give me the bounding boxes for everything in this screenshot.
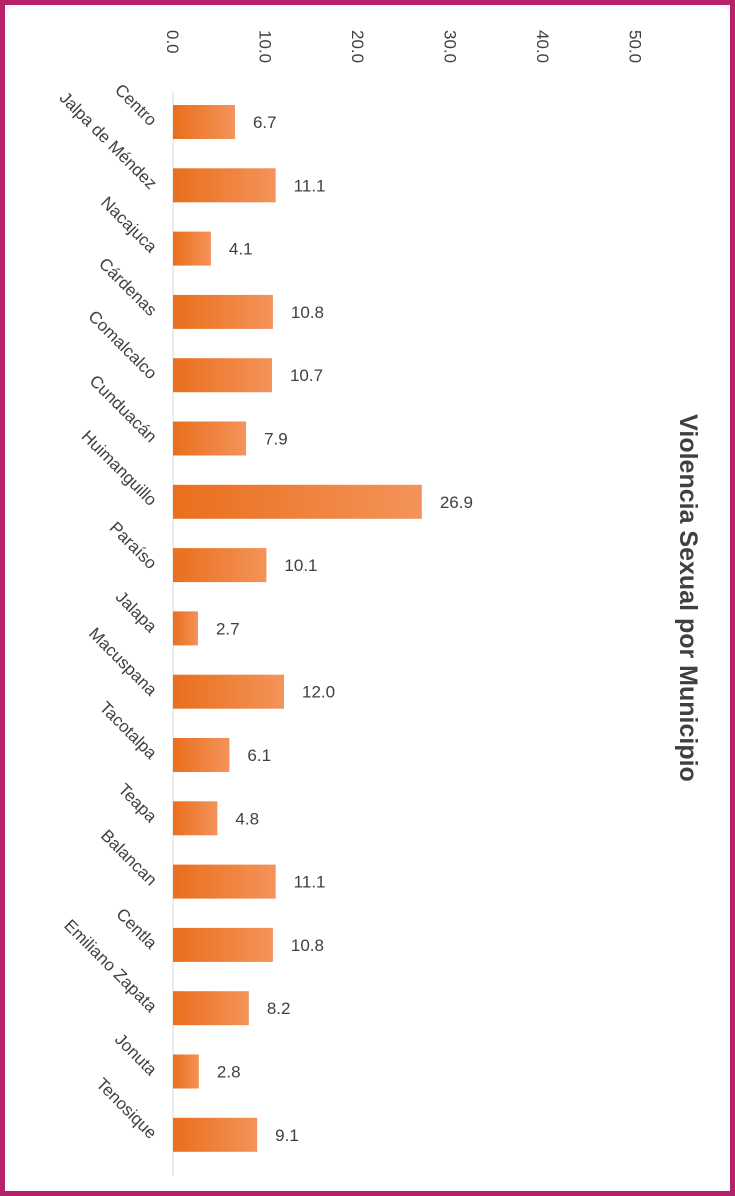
bar [173, 864, 276, 899]
data-label: 10.8 [291, 936, 324, 955]
data-label: 12.0 [302, 683, 335, 702]
bar [173, 168, 276, 203]
category-label: Comalcalco [84, 307, 160, 383]
data-label: 10.7 [290, 366, 323, 385]
data-label: 26.9 [440, 493, 473, 512]
data-label: 4.1 [229, 240, 253, 259]
category-label: Centla [112, 905, 161, 954]
bar [173, 231, 211, 266]
category-label: Centro [111, 80, 161, 130]
bar [173, 548, 267, 583]
bar [173, 1117, 258, 1152]
data-label: 7.9 [264, 430, 288, 449]
chart-title: Violencia Sexual por Municipio [674, 414, 702, 782]
data-label: 6.7 [253, 113, 277, 132]
data-label: 9.1 [275, 1126, 299, 1145]
data-label: 11.1 [294, 176, 326, 195]
tick-label: 50.0 [626, 30, 645, 63]
tick-label: 20.0 [348, 30, 367, 63]
category-label: Teapa [114, 780, 161, 827]
category-label: Paraíso [106, 518, 161, 573]
data-label: 10.8 [291, 303, 324, 322]
category-label: Tenosique [92, 1074, 160, 1142]
data-label: 2.8 [217, 1063, 241, 1082]
data-label: 8.2 [267, 999, 291, 1018]
bars: 6.7 11.1 4.1 10.8 10.7 7.9 26.9 10.1 2.7 12.0 6.1 4… [173, 105, 473, 1152]
bar [173, 294, 273, 329]
category-label: Tacotalpa [96, 698, 161, 763]
bar [173, 738, 230, 772]
chart-title-group: Violencia Sexual por Municipio [674, 414, 702, 782]
bar [173, 484, 422, 519]
bar [173, 611, 198, 646]
tick-label: 30.0 [441, 30, 460, 63]
bar [173, 1054, 199, 1089]
data-label: 6.1 [247, 746, 271, 765]
data-label: 2.7 [216, 619, 240, 638]
data-label: 4.8 [235, 809, 259, 828]
tick-label: 10.0 [256, 30, 275, 63]
bar [173, 421, 247, 456]
bar [173, 801, 218, 836]
bar [173, 927, 273, 962]
category-label: Cárdenas [95, 254, 161, 320]
data-label: 10.1 [284, 556, 317, 575]
bar [173, 105, 235, 139]
category-label: Jonuta [111, 1030, 161, 1080]
tick-label: 40.0 [533, 30, 552, 63]
bar [173, 674, 284, 709]
category-label: Balancan [97, 826, 161, 890]
tick-label: 0.0 [163, 30, 182, 54]
bar [173, 358, 272, 393]
bar [173, 991, 249, 1026]
category-label: Nacajuca [97, 193, 161, 257]
category-label: Macuspana [85, 624, 161, 700]
category-label: Jalapa [112, 587, 161, 636]
data-label: 11.1 [294, 873, 326, 892]
